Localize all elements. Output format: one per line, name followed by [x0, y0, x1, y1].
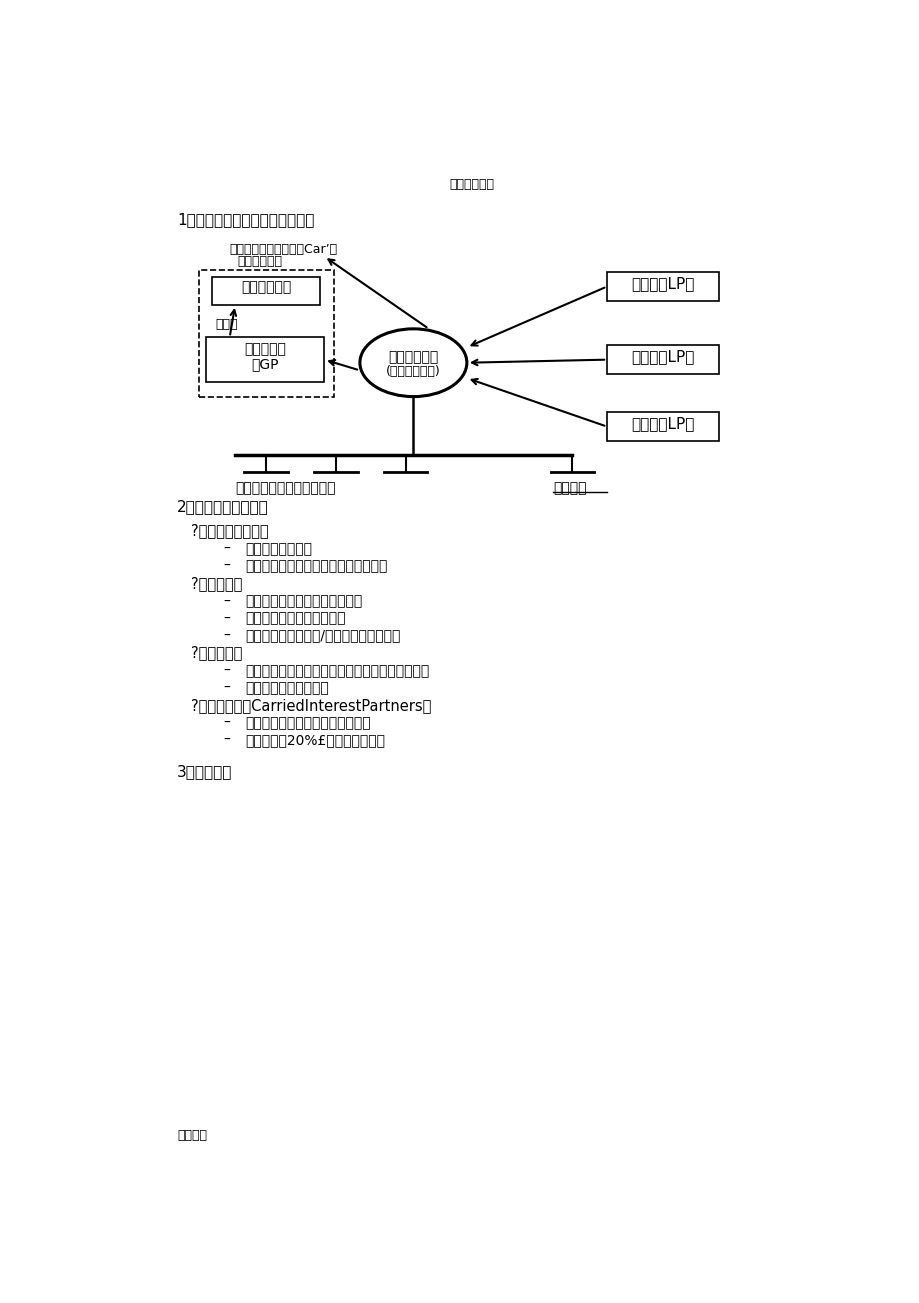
Text: 通常会委托一家管理/顾问公司运作基金。: 通常会委托一家管理/顾问公司运作基金。	[245, 628, 400, 642]
Text: 投资者（LP）: 投资者（LP）	[631, 349, 694, 364]
Text: –: –	[223, 542, 230, 556]
Bar	[607, 345, 719, 374]
Text: 对基金拥有个人份额的基金经理；: 对基金拥有个人份额的基金经理；	[245, 717, 370, 730]
Text: ?创始合伙人（CarriedInterestPartners）: ?创始合伙人（CarriedInterestPartners）	[191, 697, 431, 713]
Text: 精彩文档: 精彩文档	[176, 1128, 207, 1141]
Text: 投资项目投资项目投资项目: 投资项目投资项目投资项目	[235, 481, 335, 495]
Text: –: –	[223, 734, 230, 747]
Text: ?有限合伙制的采用: ?有限合伙制的采用	[191, 524, 268, 538]
Text: 3、创立步骤: 3、创立步骤	[176, 764, 233, 779]
Text: 通常以有限责任公司形式存在；: 通常以有限责任公司形式存在；	[245, 594, 362, 609]
Text: 通常会获刷20%£右的管理分红。: 通常会获刷20%£右的管理分红。	[245, 734, 385, 747]
Text: (有限合伙企业): (有限合伙企业)	[386, 365, 440, 378]
Text: 投资者（LP）: 投资者（LP）	[631, 276, 694, 291]
Bar	[607, 412, 719, 442]
Ellipse shape	[359, 328, 466, 396]
Text: –: –	[223, 594, 230, 609]
Text: 管理费: 管理费	[216, 318, 238, 331]
Text: 投资项目: 投资项目	[552, 481, 585, 495]
Text: ?有限合伙人: ?有限合伙人	[191, 645, 242, 661]
Text: –: –	[223, 611, 230, 625]
Text: 实用标准文案: 实用标准文案	[448, 179, 494, 192]
Text: 负责公司的日常运作事宜；: 负责公司的日常运作事宜；	[245, 611, 346, 625]
Bar	[211, 278, 320, 305]
Text: 创始合伙人管理分红（Car’）: 创始合伙人管理分红（Car’）	[230, 242, 337, 255]
Bar	[206, 337, 323, 382]
Text: 普通合伙人: 普通合伙人	[244, 343, 286, 357]
Text: ?普通合伙人: ?普通合伙人	[191, 576, 242, 592]
Text: –: –	[223, 663, 230, 678]
Text: 1、有限合伙私募股权基金的结构: 1、有限合伙私募股权基金的结构	[176, 212, 314, 227]
Text: 投资者（LP）: 投资者（LP）	[631, 416, 694, 431]
Text: 私募股权基金: 私募股权基金	[388, 351, 438, 365]
Text: 不利因素：人数限制，无限连带责任。: 不利因素：人数限制，无限连带责任。	[245, 559, 387, 573]
Text: （基金高管）: （基金高管）	[237, 255, 282, 268]
Text: –: –	[223, 680, 230, 694]
Bar	[607, 272, 719, 301]
Text: （GP: （GP	[251, 357, 278, 371]
Text: –: –	[223, 559, 230, 573]
Text: –: –	[223, 717, 230, 730]
Text: 2、有限合伙基金结构: 2、有限合伙基金结构	[176, 499, 268, 513]
Text: 提供了基金的主要资金（英国模式：合伙人贷款）: 提供了基金的主要资金（英国模式：合伙人贷款）	[245, 663, 429, 678]
Text: 基金管理公司: 基金管理公司	[241, 280, 291, 294]
Text: 以出资为限承担责任。: 以出资为限承担责任。	[245, 680, 329, 694]
Bar	[199, 270, 334, 397]
Text: 有利因素：免税；: 有利因素：免税；	[245, 542, 312, 556]
Text: –: –	[223, 628, 230, 642]
